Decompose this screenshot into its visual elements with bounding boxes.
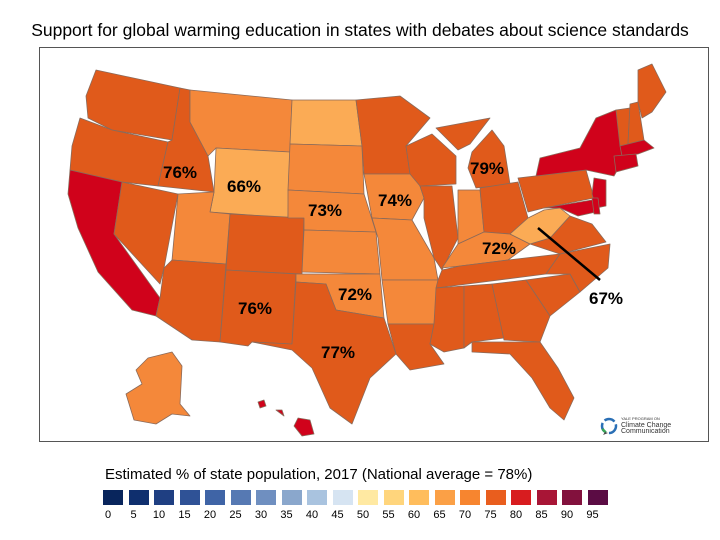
- label-new-mexico: 76%: [238, 299, 272, 318]
- legend-swatch: [562, 490, 582, 505]
- state-colorado: [225, 213, 305, 275]
- logo-line-2: Climate Change: [621, 421, 672, 429]
- state-maine: [637, 63, 667, 119]
- label-texas: 77%: [321, 343, 355, 362]
- state-hawaii: [257, 399, 315, 437]
- legend-tick: 80: [509, 509, 523, 521]
- legend-tick: 35: [280, 509, 293, 521]
- label-idaho: 76%: [163, 163, 197, 182]
- legend-swatch: [332, 490, 353, 505]
- state-new-york: [535, 109, 625, 177]
- speech-bubble-icon: [600, 417, 618, 435]
- state-montana: [189, 89, 293, 157]
- map-frame: 76% 66% 73% 74% 79% 72% 67% 76% 72% 77% …: [39, 47, 709, 442]
- legend-tick: 70: [458, 509, 472, 521]
- legend-swatch: [256, 490, 276, 505]
- state-maryland: [543, 199, 597, 217]
- label-wyoming: 66%: [227, 177, 261, 196]
- state-west-virginia: [509, 207, 571, 245]
- state-connecticut: [613, 153, 639, 173]
- state-delaware: [591, 197, 601, 215]
- state-oregon: [69, 117, 169, 187]
- label-kentucky: 72%: [482, 239, 516, 258]
- legend-swatch: [409, 490, 429, 505]
- label-west-virginia: 67%: [589, 289, 623, 308]
- logo-line-3: Communication: [621, 428, 670, 435]
- legend-swatch: [281, 490, 302, 505]
- legend-swatch: [434, 490, 455, 505]
- legend-tick: 95: [586, 509, 599, 521]
- legend-tick: 15: [178, 509, 191, 521]
- legend-swatch: [205, 490, 225, 505]
- legend-tick: 30: [254, 509, 268, 521]
- label-iowa: 74%: [378, 191, 412, 210]
- legend-tick: 85: [535, 509, 548, 521]
- state-tennessee: [435, 253, 561, 289]
- chart-title: Support for global warming education in …: [31, 20, 689, 40]
- legend-tick: 20: [203, 509, 217, 521]
- legend-swatch: [511, 490, 531, 505]
- legend-swatch: [307, 490, 327, 505]
- state-alabama: [463, 283, 505, 349]
- state-kansas: [301, 229, 381, 275]
- legend-swatch: [587, 490, 608, 505]
- state-south-dakota: [287, 143, 365, 195]
- legend-swatch: [460, 490, 480, 505]
- state-nevada: [113, 181, 179, 285]
- us-map: 76% 66% 73% 74% 79% 72% 67% 76% 72% 77%: [67, 63, 667, 437]
- legend-tick: 45: [331, 509, 344, 521]
- yale-logo: YALE PROGRAM ON Climate Change Communica…: [599, 414, 699, 438]
- legend-title: Estimated % of state population, 2017 (N…: [105, 466, 533, 483]
- state-texas: [251, 281, 397, 425]
- label-michigan: 79%: [470, 159, 504, 178]
- state-north-dakota: [289, 99, 363, 147]
- legend-swatch: [485, 490, 506, 505]
- legend-swatch: [536, 490, 557, 505]
- legend-tick: 60: [407, 509, 421, 521]
- legend-swatch: [128, 490, 149, 505]
- legend-tick: 65: [433, 509, 446, 521]
- state-iowa: [363, 173, 425, 221]
- legend-swatch: [358, 490, 378, 505]
- state-illinois: [419, 185, 459, 271]
- label-nebraska: 73%: [308, 201, 342, 220]
- legend-tick: 0: [104, 509, 112, 521]
- legend-tick: 90: [560, 509, 574, 521]
- legend-tick: 55: [382, 509, 395, 521]
- legend-swatch: [383, 490, 404, 505]
- legend-tick: 75: [484, 509, 497, 521]
- legend-tick: 10: [152, 509, 166, 521]
- state-florida: [471, 341, 575, 421]
- legend-swatch: [103, 490, 123, 505]
- label-oklahoma: 72%: [338, 285, 372, 304]
- state-arkansas: [381, 279, 439, 325]
- state-arizona: [155, 259, 227, 343]
- legend-tick: 5: [130, 509, 137, 521]
- state-alaska: [125, 351, 191, 425]
- legend-swatch: [154, 490, 174, 505]
- legend-swatch: [230, 490, 251, 505]
- wv-pointer-line: [537, 227, 601, 281]
- legend-swatch: [179, 490, 200, 505]
- legend-tick: 40: [305, 509, 319, 521]
- logo-line-1: YALE PROGRAM ON: [621, 416, 660, 421]
- state-georgia: [491, 279, 551, 343]
- legend-tick: 25: [229, 509, 242, 521]
- legend-tick: 50: [356, 509, 370, 521]
- state-massachusetts: [619, 139, 655, 157]
- state-wisconsin: [405, 133, 457, 187]
